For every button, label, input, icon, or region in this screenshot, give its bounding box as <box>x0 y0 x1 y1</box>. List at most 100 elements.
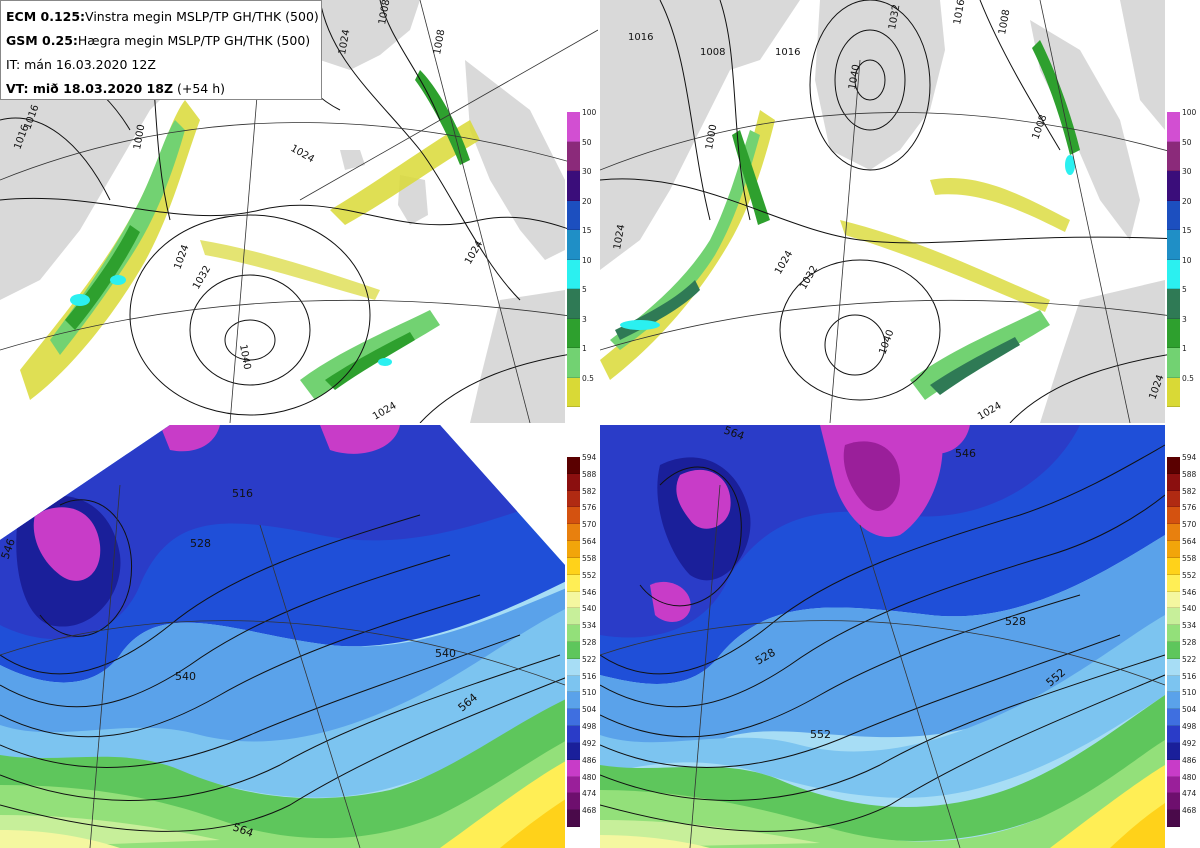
ecm-thickness-legend-label: 504 <box>582 705 597 715</box>
gsm-isobar-label: 1016 <box>952 0 967 26</box>
ecm-thickness-legend-label: 576 <box>582 503 597 513</box>
gsm-thickness-legend-swatch <box>1167 490 1180 508</box>
ecm-thickness-label: 528 <box>190 537 211 550</box>
ecm-thickness-legend-label: 582 <box>582 486 597 496</box>
ecm-thickness-legend-label: 540 <box>582 604 597 614</box>
gsm-thickness-legend-label: 546 <box>1182 587 1197 597</box>
ecm-precip-legend-label: 30 <box>582 167 592 176</box>
gsm-thickness-panel: 564 546 528 528 552 552 594 588 582 576 570 5… <box>600 425 1200 848</box>
gsm-thickness-legend-label: 594 <box>1182 453 1197 462</box>
ecm-precip-legend-swatch <box>567 348 580 378</box>
valid-time-line: VT: mið 18.03.2020 18Z (+54 h) <box>6 77 316 101</box>
ecm-precip-legend-swatch <box>567 230 580 260</box>
gsm-thickness-legend-swatch <box>1167 591 1180 609</box>
gsm-precip-legend-label: 0.5 <box>1182 373 1194 383</box>
ecm-thickness-legend-swatch <box>567 524 580 542</box>
gsm-thickness-label: 546 <box>955 447 976 460</box>
ecm-thickness-legend-swatch <box>567 776 580 794</box>
ecm-thickness-legend-swatch <box>567 507 580 525</box>
ecm-thickness-legend-swatch <box>567 692 580 710</box>
gsm-thickness-legend-label: 486 <box>1182 755 1197 765</box>
ecm-precip-legend-label: 3 <box>582 314 587 324</box>
gsm-thickness-legend-label: 468 <box>1182 806 1197 816</box>
gsm-thickness-legend-label: 510 <box>1182 688 1197 698</box>
ecm-thickness-legend-label: 552 <box>582 570 597 580</box>
ecm-precip-legend-swatch <box>567 141 580 171</box>
ecm-precip-legend-label: 5 <box>582 285 587 294</box>
gsm-precip-legend-swatch <box>1167 259 1180 289</box>
ecm-thickness-legend-swatch <box>567 759 580 777</box>
gsm-thickness-legend-label: 480 <box>1182 772 1197 782</box>
ecm-thickness-legend-label: 468 <box>582 806 597 816</box>
gsm-precip-legend-label: 5 <box>1182 285 1187 294</box>
gsm-thickness-legend-swatch <box>1167 675 1180 693</box>
gsm-thickness-legend-label: 474 <box>1182 789 1197 799</box>
ecm-precip-legend-label: 1 <box>582 344 587 353</box>
gsm-precip-legend-swatch <box>1167 289 1180 319</box>
ecm-precip-legend-label: 0.5 <box>582 373 594 383</box>
gsm-precip-legend-label: 1 <box>1182 344 1187 353</box>
gsm-thickness-legend-label: 576 <box>1182 503 1197 513</box>
gsm-precip-legend-label: 10 <box>1182 255 1192 265</box>
gsm-model-desc: Hægra megin MSLP/TP GH/THK (500) <box>77 33 311 48</box>
ecm-precip-legend-label: 10 <box>582 255 592 265</box>
ecm-precip-legend-label: 50 <box>582 137 592 147</box>
gsm-thickness-legend-label: 534 <box>1182 621 1197 631</box>
gsm-mslp-panel: 1024 1008 1016 1040 1032 1016 1008 1000 … <box>600 0 1200 423</box>
ecm-thickness-legend-label: 522 <box>582 654 597 664</box>
gsm-precip-legend-label: 15 <box>1182 226 1192 235</box>
ecm-thickness-legend-label: 546 <box>582 587 597 597</box>
ecm-thickness-legend-swatch <box>567 709 580 727</box>
ecm-precip-legend-swatch <box>567 318 580 348</box>
ecm-precip-legend-label: 20 <box>582 196 592 206</box>
lead-time: (+54 h) <box>177 81 226 96</box>
gsm-thickness-map: 564 546 528 528 552 552 <box>600 425 1200 848</box>
ecm-precip-legend-swatch <box>567 200 580 230</box>
run-info-box: ECM 0.125:Vinstra megin MSLP/TP GH/THK (… <box>0 0 322 100</box>
gsm-thickness-legend-swatch <box>1167 608 1180 626</box>
gsm-thickness-legend-swatch <box>1167 524 1180 542</box>
ecm-thickness-legend: 594 588 582 576 570 564 558 552 546 540 534 528 522 5… <box>567 453 598 827</box>
ecm-thickness-legend-label: 498 <box>582 722 597 732</box>
ecm-thickness-legend-label: 588 <box>582 469 597 479</box>
gsm-isobar-label: 1008 <box>700 47 725 58</box>
ecm-thickness-legend-label: 492 <box>582 738 597 748</box>
gsm-precip-legend-swatch <box>1167 112 1180 142</box>
ecm-thickness-legend-swatch <box>567 742 580 760</box>
gsm-thickness-legend-label: 552 <box>1182 570 1197 580</box>
ecm-precip-legend-swatch <box>567 171 580 201</box>
ecm-precip-legend-swatch <box>567 289 580 319</box>
ecm-thickness-label: 540 <box>435 647 456 660</box>
gsm-precip-legend: 100 50 30 20 15 10 5 3 1 0.5 <box>1167 109 1200 407</box>
gsm-thickness-legend-label: 498 <box>1182 722 1197 732</box>
gsm-thickness-legend-swatch <box>1167 457 1180 474</box>
ecm-thickness-legend-swatch <box>567 473 580 491</box>
gsm-precip-legend-swatch <box>1167 318 1180 348</box>
ecm-isobar-label: 1000 <box>132 124 147 151</box>
gsm-isobar-label: 1032 <box>887 4 902 31</box>
gsm-thickness-legend-swatch <box>1167 658 1180 676</box>
ecm-precip-legend-label: 15 <box>582 226 592 235</box>
gsm-isobar-label: 1008 <box>997 9 1012 36</box>
gsm-thickness-legend-label: 588 <box>1182 469 1197 479</box>
gsm-precip-legend-swatch <box>1167 377 1180 407</box>
gsm-thickness-legend-swatch <box>1167 742 1180 760</box>
ecm-thickness-legend-swatch <box>567 625 580 642</box>
ecm-thickness-legend-label: 594 <box>582 453 597 462</box>
ecm-thickness-panel: 516 528 540 540 564 564 546 594 588 582 576… <box>0 425 598 848</box>
ecm-isobar-label: 1024 <box>337 29 352 56</box>
gsm-precip-legend-swatch <box>1167 141 1180 171</box>
gsm-isobar-label: 1016 <box>775 47 800 58</box>
gsm-thickness-legend-swatch <box>1167 759 1180 777</box>
gsm-precip-legend-swatch <box>1167 230 1180 260</box>
gsm-thickness-legend-label: 516 <box>1182 671 1197 681</box>
gsm-thickness-legend-swatch <box>1167 776 1180 794</box>
gsm-precip-legend-swatch <box>1167 200 1180 230</box>
gsm-isobar-label: 1016 <box>628 32 653 43</box>
gsm-thickness-legend-swatch <box>1167 793 1180 811</box>
ecm-thickness-legend-label: 558 <box>582 553 597 563</box>
ecm-precip-legend-swatch <box>567 377 580 407</box>
gsm-thickness-legend-label: 528 <box>1182 638 1197 647</box>
gsm-thickness-legend-swatch <box>1167 507 1180 525</box>
ecm-thickness-legend-swatch <box>567 658 580 676</box>
